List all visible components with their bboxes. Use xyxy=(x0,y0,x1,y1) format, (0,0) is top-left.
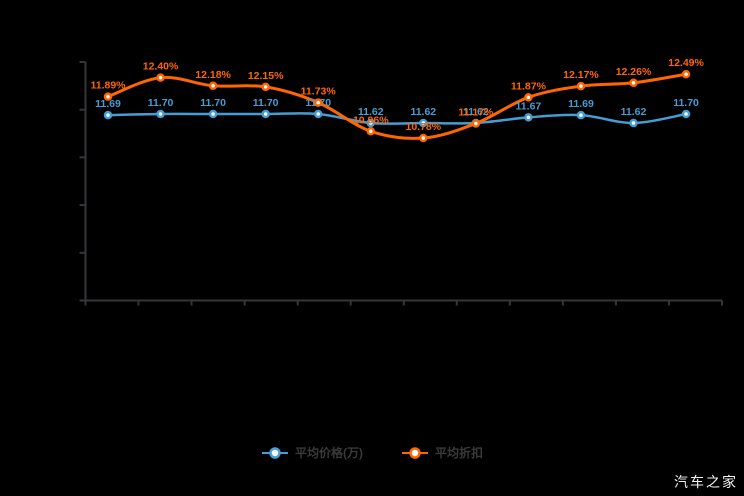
data-point[interactable] xyxy=(208,81,218,91)
legend-item-avg-discount[interactable]: 平均折扣 xyxy=(401,444,483,461)
legend-item-avg-price[interactable]: 平均价格(万) xyxy=(261,444,363,461)
data-label: 11.62 xyxy=(358,106,384,118)
data-point[interactable] xyxy=(576,110,586,120)
data-label: 11.62 xyxy=(463,106,489,118)
data-label: 12.26% xyxy=(616,66,652,78)
data-point[interactable] xyxy=(471,119,481,128)
data-point[interactable] xyxy=(419,133,428,143)
data-point[interactable] xyxy=(681,109,691,119)
data-point[interactable] xyxy=(103,110,113,120)
data-label: 12.15% xyxy=(248,70,284,82)
avg-discount-line-marker-icon xyxy=(401,446,428,459)
data-label: 12.49% xyxy=(668,57,704,69)
data-point[interactable] xyxy=(156,73,165,82)
data-point[interactable] xyxy=(208,109,218,119)
data-label: 10.96% xyxy=(353,114,389,126)
data-label: 11.89% xyxy=(90,80,126,92)
data-point[interactable] xyxy=(681,69,691,79)
data-label: 12.17% xyxy=(563,69,599,81)
legend-label-avg-discount: 平均折扣 xyxy=(434,446,483,460)
data-point[interactable] xyxy=(629,118,638,128)
avg-discount-line xyxy=(106,72,688,140)
data-point[interactable] xyxy=(313,98,323,107)
avg-price-line xyxy=(106,112,688,125)
avg-price-line-marker-icon xyxy=(261,446,288,459)
data-point[interactable] xyxy=(629,78,638,88)
data-label: 11.67 xyxy=(516,100,542,112)
data-label: 10.78% xyxy=(405,121,441,133)
data-point[interactable] xyxy=(261,109,270,119)
data-point[interactable] xyxy=(313,109,323,119)
legend: 平均价格(万) 平均折扣 xyxy=(0,444,744,461)
data-point[interactable] xyxy=(576,81,586,91)
data-point[interactable] xyxy=(366,127,375,136)
data-label: 11.62 xyxy=(621,106,647,118)
data-label: 11.70 xyxy=(148,97,174,109)
legend-label-avg-price: 平均价格(万) xyxy=(294,446,363,460)
data-label: 11.70 xyxy=(673,97,699,109)
data-label: 12.40% xyxy=(143,61,179,73)
data-point[interactable] xyxy=(261,82,270,92)
legend-circle-icon xyxy=(269,446,281,459)
data-label: 11.62 xyxy=(410,106,436,118)
data-point[interactable] xyxy=(366,118,375,128)
data-point[interactable] xyxy=(524,113,533,122)
data-point[interactable] xyxy=(103,92,113,101)
data-label: 11.69 xyxy=(568,98,594,110)
data-label: 11.70 xyxy=(253,97,279,109)
data-point[interactable] xyxy=(524,93,533,102)
data-label: 11.87% xyxy=(511,80,547,92)
data-label: 11.69 xyxy=(95,98,121,110)
data-label: 11.70 xyxy=(200,97,226,109)
data-label: 12.18% xyxy=(195,69,231,81)
watermark-autohome: 汽车之家 xyxy=(674,474,738,490)
data-point[interactable] xyxy=(419,118,428,128)
legend-circle-icon xyxy=(409,446,421,459)
data-point[interactable] xyxy=(156,109,165,119)
data-label: 11.17% xyxy=(458,106,494,118)
data-label: 11.73% xyxy=(301,86,337,98)
